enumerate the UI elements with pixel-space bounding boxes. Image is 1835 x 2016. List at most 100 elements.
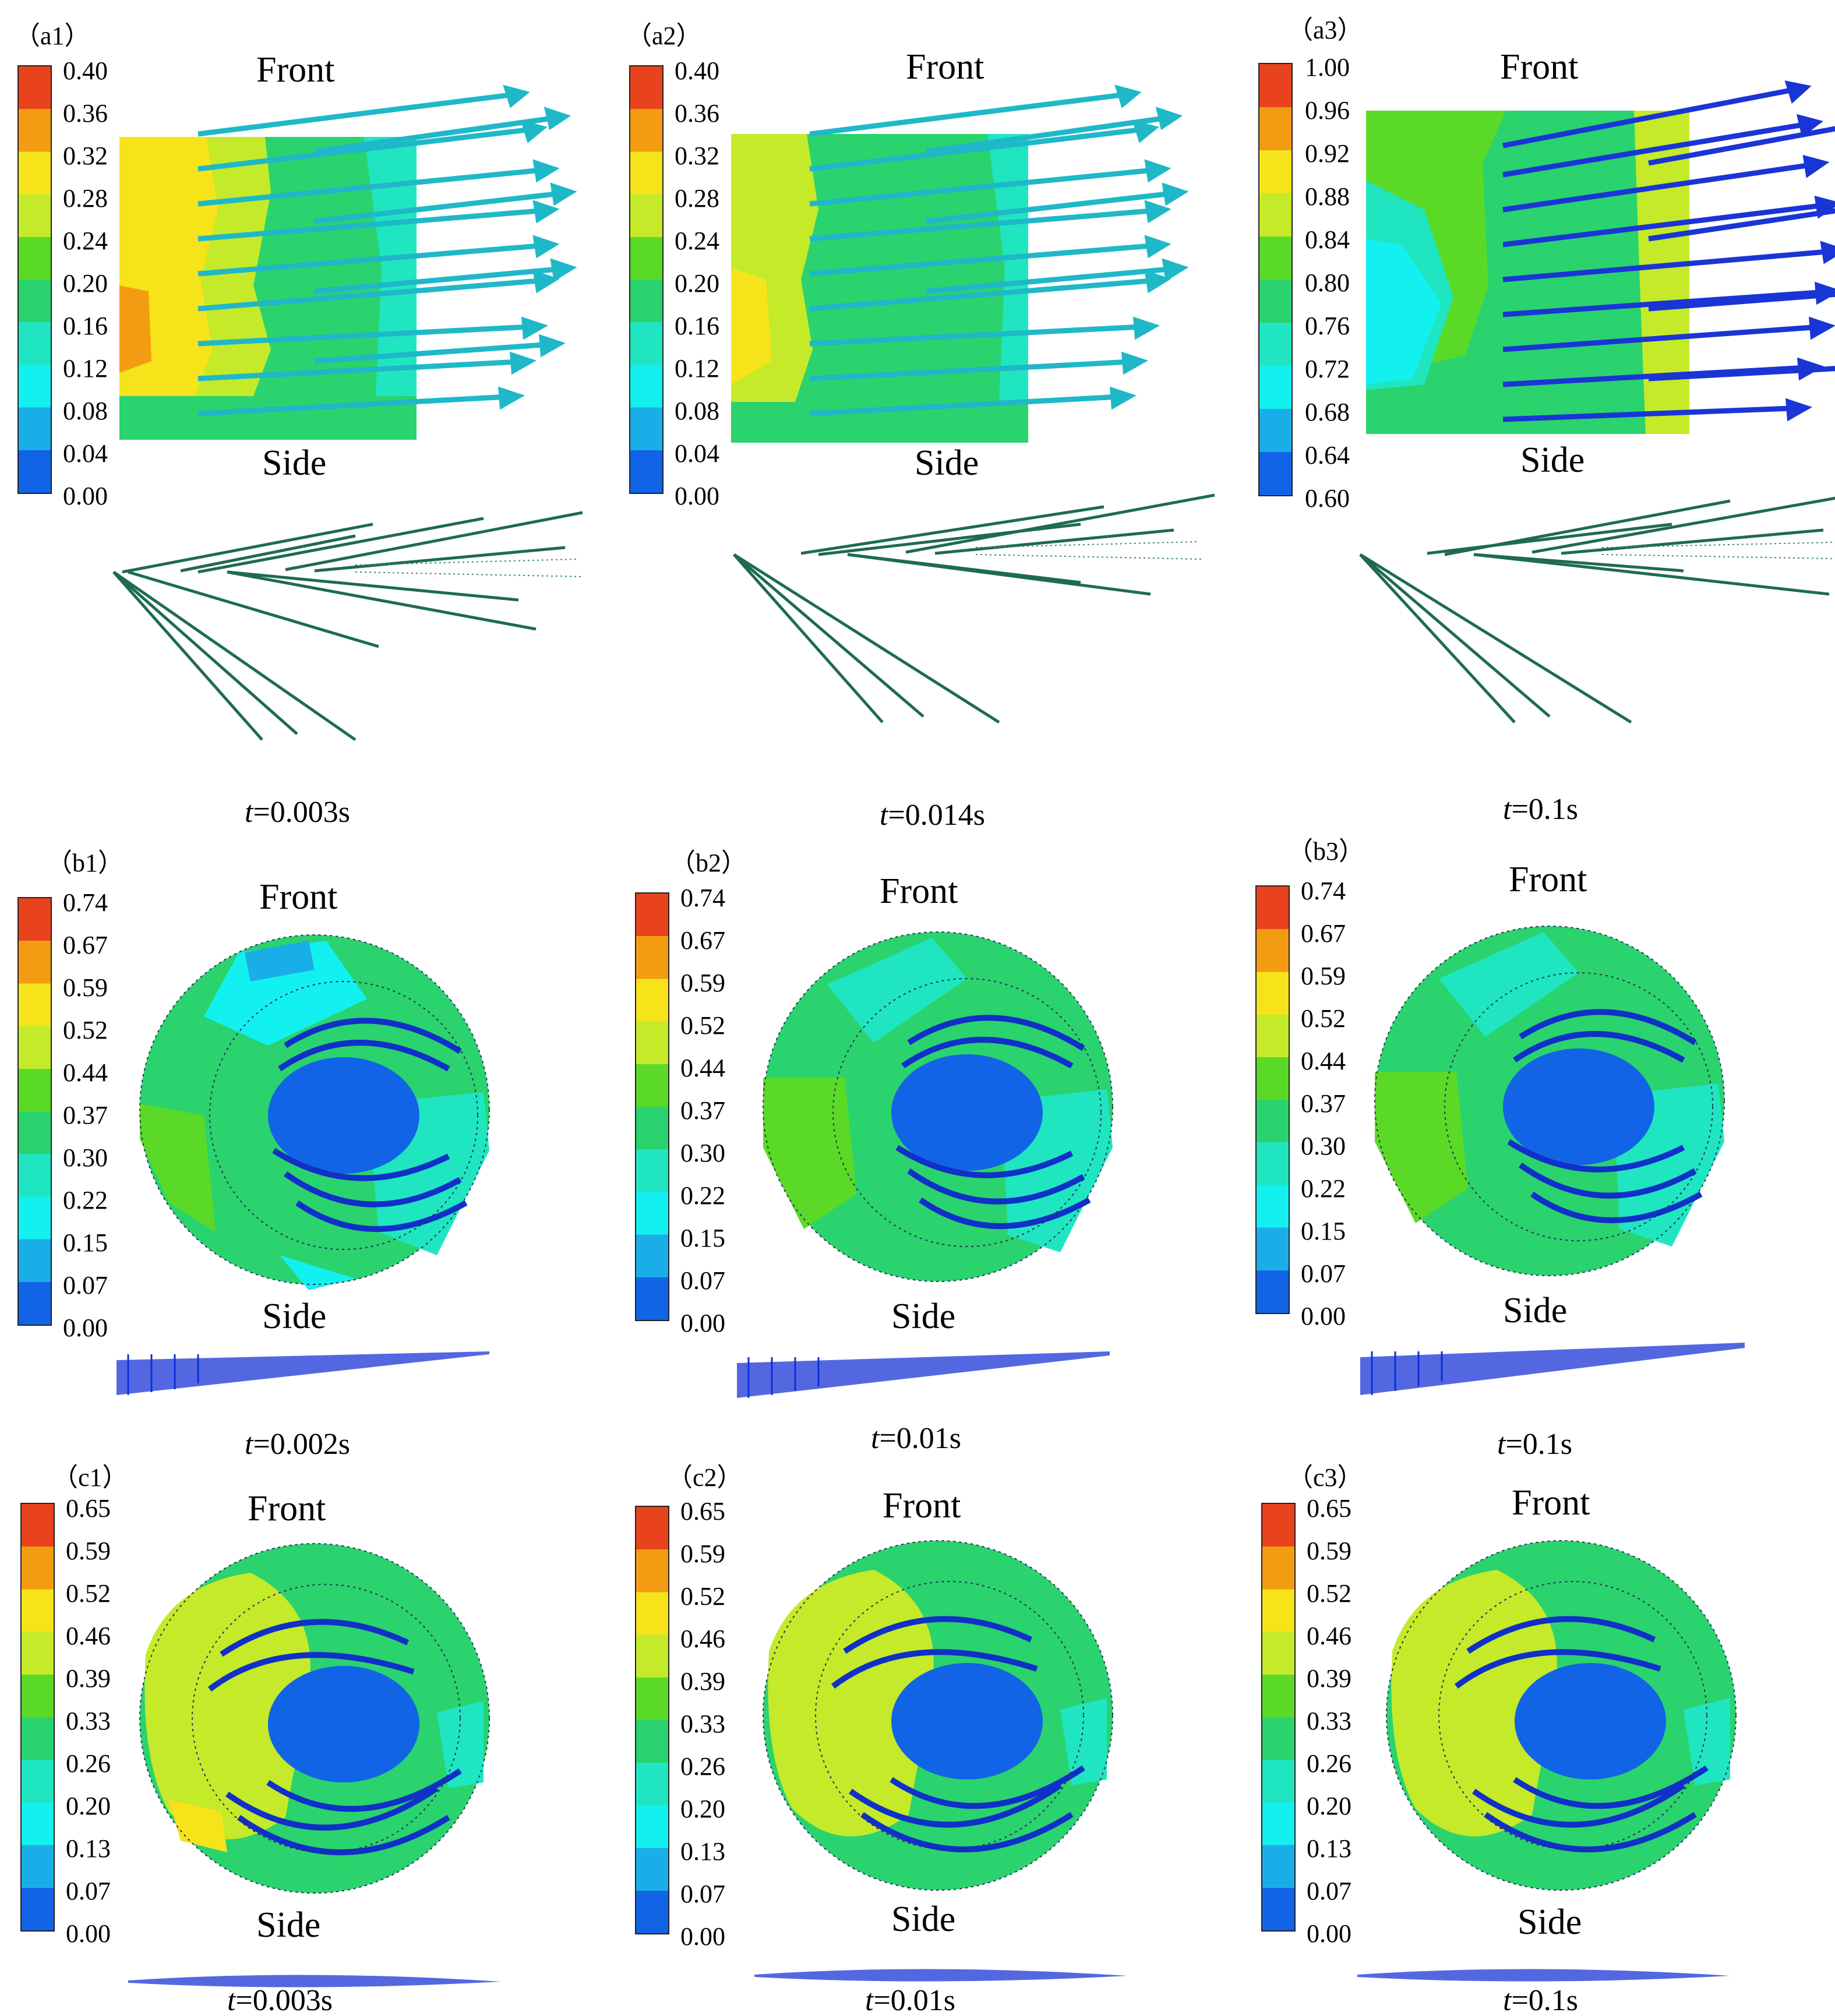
front-view-label: Front — [1500, 47, 1579, 87]
colorbar-tick: 0.00 — [1301, 1302, 1346, 1330]
side-view-arrows — [737, 1351, 1110, 1398]
colorbar — [1258, 63, 1293, 496]
colorbar-tick: 0.68 — [1305, 398, 1350, 426]
front-view-label: Front — [880, 871, 958, 911]
colorbar-tick: 0.30 — [63, 1143, 108, 1172]
time-caption: t=0.002s — [245, 1427, 350, 1461]
colorbar-tick: 0.30 — [1301, 1132, 1346, 1160]
colorbar-tick: 0.12 — [63, 354, 108, 383]
colorbar-tick: 0.37 — [680, 1096, 725, 1125]
colorbar-tick: 0.04 — [675, 439, 719, 468]
colorbar-tick: 0.24 — [63, 227, 108, 255]
colorbar-tick: 0.13 — [66, 1834, 111, 1863]
colorbar-tick: 0.40 — [675, 57, 719, 85]
colorbar-tick: 0.20 — [680, 1795, 725, 1823]
front-view-contour — [139, 1543, 490, 1894]
time-value: =0.003s — [235, 1984, 333, 2016]
colorbar-tick: 0.80 — [1305, 269, 1350, 297]
colorbar-tick: 0.36 — [675, 99, 719, 128]
colorbar — [17, 897, 52, 1326]
time-variable: t — [1503, 1984, 1512, 2016]
colorbar-tick: 0.39 — [680, 1667, 725, 1696]
panel-label: （c1） — [52, 1463, 128, 1492]
colorbar-tick: 0.36 — [63, 99, 108, 128]
colorbar-tick: 0.26 — [680, 1752, 725, 1781]
colorbar-tick: 0.39 — [1307, 1664, 1351, 1693]
time-caption: t=0.003s — [227, 1983, 333, 2016]
colorbar-tick: 0.32 — [675, 142, 719, 170]
colorbar-tick: 0.16 — [63, 312, 108, 340]
colorbar-tick: 0.37 — [63, 1101, 108, 1129]
colorbar — [1261, 1503, 1296, 1932]
colorbar-tick: 0.72 — [1305, 355, 1350, 383]
colorbar-tick: 0.74 — [63, 888, 108, 917]
colorbar-tick: 0.30 — [680, 1139, 725, 1167]
side-view-label: Side — [1503, 1291, 1568, 1330]
front-view-label: Front — [906, 47, 984, 87]
panel-label: （a3） — [1287, 16, 1363, 44]
colorbar — [635, 1506, 669, 1934]
front-view-contour — [1386, 1540, 1737, 1891]
colorbar-tick: 0.07 — [66, 1877, 111, 1905]
colorbar-tick: 0.15 — [63, 1228, 108, 1257]
colorbar-tick: 0.60 — [1305, 484, 1350, 513]
side-view-arrows — [1359, 496, 1835, 724]
colorbar-tick: 0.52 — [1301, 1004, 1346, 1033]
colorbar-tick: 0.46 — [66, 1622, 111, 1650]
colorbar-tick: 0.33 — [1307, 1707, 1351, 1735]
colorbar-tick: 0.00 — [680, 1922, 725, 1951]
colorbar-tick: 0.08 — [63, 397, 108, 425]
side-view-arrows — [128, 1975, 501, 1987]
colorbar-tick: 0.13 — [680, 1837, 725, 1866]
colorbar-tick: 0.37 — [1301, 1089, 1346, 1118]
time-value: =0.1s — [1505, 1428, 1573, 1461]
panel-label: （a1） — [15, 22, 90, 50]
colorbar-tick: 0.40 — [63, 57, 108, 85]
front-view-label: Front — [883, 1486, 961, 1526]
colorbar-tick: 0.13 — [1307, 1834, 1351, 1863]
side-view-label: Side — [262, 1297, 327, 1336]
colorbar — [20, 1503, 55, 1932]
colorbar-tick: 0.74 — [1301, 877, 1346, 905]
time-caption: t=0.01s — [871, 1421, 961, 1456]
colorbar-tick: 0.12 — [675, 354, 719, 383]
time-value: =0.002s — [253, 1428, 351, 1461]
colorbar-tick: 0.64 — [1305, 441, 1350, 469]
side-view-arrows — [117, 1351, 489, 1395]
colorbar-tick: 0.59 — [680, 969, 725, 997]
side-view-label: Side — [256, 1905, 321, 1945]
colorbar-tick: 0.07 — [1301, 1259, 1346, 1288]
colorbar — [1255, 885, 1290, 1314]
time-caption: t=0.014s — [880, 798, 985, 832]
panel-b2: （b2） 0.74 0.67 0.59 0.52 0.44 0.37 0.30 … — [612, 827, 1223, 1485]
side-view-arrows — [733, 493, 1215, 724]
time-value: =0.01s — [879, 1422, 962, 1455]
colorbar-tick: 0.65 — [66, 1494, 111, 1523]
side-view-label: Side — [1518, 1902, 1582, 1942]
colorbar-tick: 0.33 — [680, 1710, 725, 1738]
time-variable: t — [880, 799, 888, 832]
colorbar-tick: 0.76 — [1305, 312, 1350, 340]
colorbar-tick: 0.20 — [1307, 1792, 1351, 1820]
colorbar-tick: 0.52 — [1307, 1579, 1351, 1608]
colorbar-tick: 0.22 — [63, 1186, 108, 1214]
colorbar-tick: 0.59 — [63, 973, 108, 1002]
colorbar-tick: 0.20 — [63, 269, 108, 298]
colorbar-tick: 0.44 — [1301, 1047, 1346, 1075]
front-view-arrows — [1502, 80, 1835, 422]
colorbar-tick: 0.46 — [680, 1625, 725, 1653]
front-view-label: Front — [248, 1489, 326, 1528]
colorbar-tick: 0.33 — [66, 1707, 111, 1735]
front-view-contour — [1374, 926, 1725, 1276]
colorbar-tick: 0.28 — [675, 184, 719, 213]
front-view-contour — [139, 934, 490, 1290]
colorbar-tick: 0.65 — [680, 1497, 725, 1526]
colorbar — [635, 892, 669, 1321]
colorbar-tick: 0.52 — [680, 1582, 725, 1611]
colorbar-tick: 0.00 — [1307, 1919, 1351, 1948]
panel-a1: （a1） 0.40 0.36 0.32 0.28 0.24 0.20 0.16 … — [0, 0, 612, 829]
colorbar-tick: 0.92 — [1305, 139, 1350, 168]
side-view-label: Side — [915, 443, 979, 483]
front-view-contour — [731, 134, 1028, 443]
